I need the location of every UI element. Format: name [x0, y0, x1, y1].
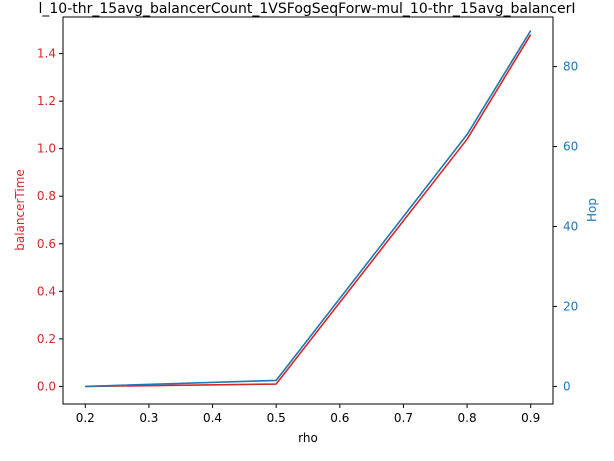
x-axis-label: rho: [298, 431, 318, 445]
x-axis: 0.2 0.3 0.4 0.5 0.6 0.7 0.8 0.9: [76, 404, 540, 425]
y-axis-right-label: Hop: [585, 198, 599, 222]
x-tick-label: 0.3: [139, 411, 158, 425]
chart-title: l_10-thr_15avg_balancerCount_1VSFogSeqFo…: [39, 1, 576, 17]
y-axis-left-label: balancerTime: [13, 169, 27, 251]
y-right-tick-label: 40: [563, 219, 578, 233]
y-right-tick-label: 80: [563, 60, 578, 74]
series-lines: [85, 30, 532, 388]
y-left-tick-label: 0.6: [37, 237, 56, 251]
y-axis-left: 0.0 0.2 0.4 0.6 0.8 1.0 1.2 1.4: [37, 47, 63, 393]
y-left-tick-label: 0.4: [37, 284, 56, 298]
x-tick-label: 0.2: [76, 411, 95, 425]
series-line-balancertime: [85, 34, 532, 388]
y-left-tick-label: 1.4: [37, 47, 56, 61]
series-line-hop: [85, 30, 532, 388]
y-left-tick-label: 1.2: [37, 94, 56, 108]
y-left-tick-label: 0.8: [37, 189, 56, 203]
y-axis-right: 0 20 40 60 80: [553, 60, 578, 393]
y-left-tick-label: 1.0: [37, 142, 56, 156]
x-tick-label: 0.8: [458, 411, 477, 425]
y-left-tick-label: 0.2: [37, 332, 56, 346]
x-tick-label: 0.5: [267, 411, 286, 425]
plot-frame: [62, 16, 554, 405]
y-right-tick-label: 0: [563, 379, 571, 393]
y-right-tick-label: 20: [563, 299, 578, 313]
x-tick-label: 0.9: [521, 411, 540, 425]
x-tick-label: 0.6: [330, 411, 349, 425]
x-tick-label: 0.7: [394, 411, 413, 425]
y-right-tick-label: 60: [563, 140, 578, 154]
x-tick-label: 0.4: [203, 411, 222, 425]
y-left-tick-label: 0.0: [37, 379, 56, 393]
